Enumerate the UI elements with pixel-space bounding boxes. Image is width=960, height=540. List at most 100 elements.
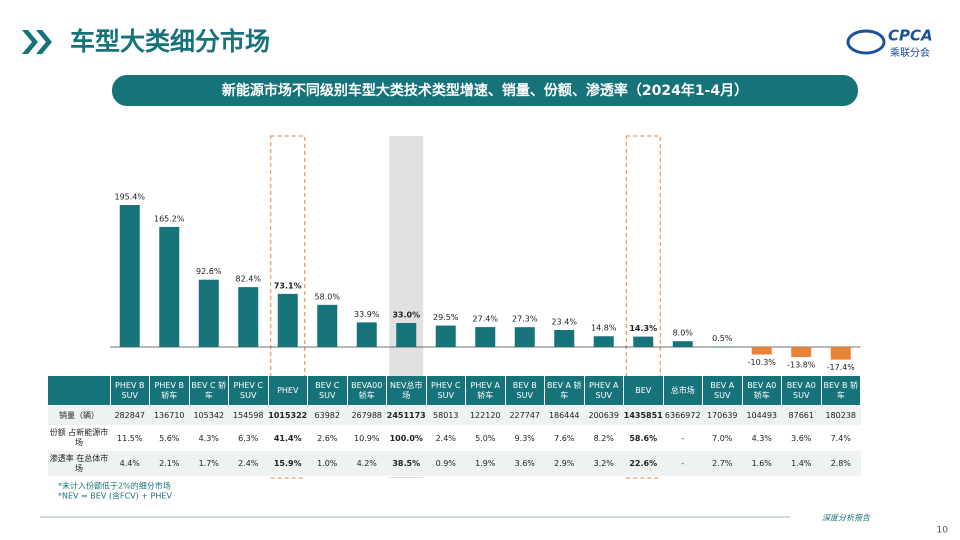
bar — [119, 205, 140, 347]
bar — [514, 327, 535, 347]
data-table: PHEV B SUV PHEV B 轿车 BEV C 轿车 PHEV C SUV PHE… — [48, 376, 861, 477]
note: *未计入份额低于2%的细分市场 — [58, 481, 171, 491]
table-row: 渗透率 在总体市场 4.4% 2.1% 1.7% 2.4% 15.9% 1.0% 4.2% 38… — [48, 450, 861, 477]
column-header: PHEV B 轿车 — [149, 376, 190, 406]
bar — [593, 336, 614, 347]
footer-tag: 深度分析报告 — [822, 514, 871, 523]
table-cell: - — [663, 450, 703, 477]
column-header: PHEV — [268, 376, 308, 406]
table-cell: 38.5% — [386, 450, 426, 477]
table-cell: 10.9% — [347, 425, 387, 451]
table-cell: 122120 — [465, 405, 505, 426]
page-title: 车型大类细分市场 — [70, 27, 270, 56]
table-cell: 1.0% — [307, 450, 347, 477]
table-cell: 2.8% — [821, 450, 861, 477]
table-cell: 267988 — [347, 405, 387, 426]
table-cell: 7.4% — [821, 425, 861, 451]
column-header: BEV C SUV — [307, 376, 348, 406]
corner-cell — [48, 376, 111, 406]
table-cell: 6366972 — [663, 405, 703, 426]
data-label: 29.5% — [433, 313, 459, 322]
table-row: 销量（辆） 282847 136710 105342 154598 1015322 6398… — [48, 405, 861, 426]
table-cell: 1.7% — [189, 450, 229, 477]
bar — [159, 226, 180, 347]
data-label: 92.6% — [196, 267, 222, 276]
bar — [554, 329, 575, 347]
table-cell: 15.9% — [268, 450, 308, 477]
table-cell: 200639 — [584, 405, 624, 426]
bar — [356, 322, 377, 347]
data-label: 27.4% — [473, 315, 499, 324]
data-label: 195.4% — [114, 193, 145, 202]
data-label: 23.4% — [552, 317, 578, 326]
chart-title: 新能源市场不同级别车型大类技术类型增速、销量、份额、渗透率（2024年1-4月） — [222, 82, 748, 99]
column-header: BEV A0 SUV — [781, 376, 822, 406]
column-header: BEV — [623, 376, 664, 406]
row-header: 销量（辆） — [48, 405, 110, 426]
row-header: 渗透率 在总体市场 — [48, 450, 110, 477]
data-label: -13.8% — [787, 361, 816, 370]
bar — [672, 341, 693, 347]
table-cell: 136710 — [149, 405, 189, 426]
table-cell: 6.3% — [228, 425, 268, 451]
table-cell: 2.1% — [149, 450, 189, 477]
column-header: 总市场 — [663, 376, 703, 406]
data-label: -10.3% — [748, 358, 777, 367]
table-cell: 1015322 — [268, 405, 308, 426]
bar — [791, 347, 812, 358]
table-cell: 0.9% — [426, 450, 466, 477]
column-header: BEV B SUV — [505, 376, 545, 406]
data-label: 27.3% — [512, 315, 538, 324]
column-header: PHEV B SUV — [110, 376, 150, 406]
bar — [396, 323, 417, 347]
data-label: 33.9% — [354, 310, 380, 319]
table-cell: 5.6% — [149, 425, 189, 451]
table-cell: 170639 — [702, 405, 742, 426]
table-cell: 3.2% — [584, 450, 624, 477]
data-label: 73.1% — [274, 281, 302, 290]
bar — [198, 279, 219, 347]
table-cell: 87661 — [781, 405, 821, 426]
table-cell: 3.6% — [505, 450, 545, 477]
table-cell: 4.4% — [110, 450, 150, 477]
column-header: BEV A SUV — [702, 376, 743, 406]
table-cell: 1435851 — [623, 405, 663, 426]
table-cell: 227747 — [505, 405, 545, 426]
data-label: 58.0% — [315, 292, 341, 301]
table-cell: 5.0% — [465, 425, 505, 451]
table-cell: 7.0% — [702, 425, 742, 451]
column-header: BEVA00 轿车 — [347, 376, 387, 406]
column-header: BEV A0 轿车 — [742, 376, 782, 406]
table-cell: 7.6% — [544, 425, 584, 451]
table-cell: 2.7% — [702, 450, 742, 477]
bar — [277, 293, 298, 347]
table-cell: 58013 — [426, 405, 466, 426]
chevron-icon — [22, 30, 52, 54]
table-cell: 9.3% — [505, 425, 545, 451]
table-cell: - — [663, 425, 703, 451]
highlight — [625, 135, 661, 479]
logo-text: CPCA — [888, 27, 933, 45]
bar — [751, 347, 772, 355]
logo-mark — [846, 29, 886, 55]
data-label: 14.8% — [591, 324, 617, 333]
logo-sub: 乘联分会 — [890, 46, 930, 59]
data-label: 82.4% — [236, 275, 262, 284]
note: *NEV = BEV (含FCV) + PHEV — [58, 491, 172, 501]
table-cell: 4.2% — [347, 450, 387, 477]
table-cell: 1.6% — [742, 450, 782, 477]
column-header: BEV A 轿车 — [544, 376, 585, 406]
highlight — [270, 135, 306, 479]
column-header: PHEV A 轿车 — [465, 376, 506, 406]
table-cell: 100.0% — [386, 425, 426, 451]
table-cell: 2451173 — [386, 405, 426, 426]
table-cell: 180238 — [821, 405, 861, 426]
table-cell: 1.9% — [465, 450, 505, 477]
column-header: PHEV C SUV — [228, 376, 269, 406]
table-cell: 4.3% — [742, 425, 782, 451]
table-cell: 154598 — [228, 405, 268, 426]
table-cell: 41.4% — [268, 425, 308, 451]
table-cell: 3.6% — [781, 425, 821, 451]
